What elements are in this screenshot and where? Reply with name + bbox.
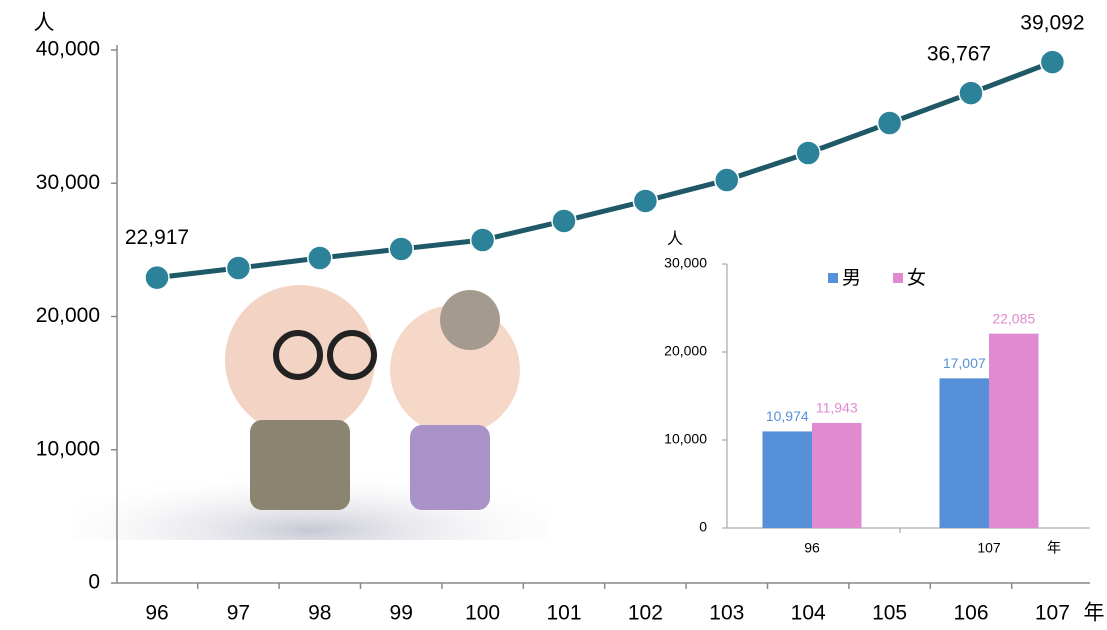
marker xyxy=(388,236,414,262)
data-label: 22,085 xyxy=(992,310,1035,326)
x-tick-label: 101 xyxy=(546,602,581,625)
bar xyxy=(989,333,1039,528)
marker xyxy=(958,80,984,106)
y-tick-label: 40,000 xyxy=(36,38,100,61)
x-tick-label: 96 xyxy=(145,602,168,625)
x-tick-label: 98 xyxy=(308,602,331,625)
y-tick-label: 30,000 xyxy=(36,171,100,194)
data-label: 39,092 xyxy=(1020,12,1084,35)
bar xyxy=(939,378,989,528)
bar xyxy=(812,422,862,528)
marker xyxy=(876,110,903,136)
data-label: 36,767 xyxy=(927,43,991,66)
x-tick-label: 107 xyxy=(977,540,1001,556)
bar xyxy=(762,431,812,528)
data-label: 22,917 xyxy=(125,226,189,249)
y-unit: 人 xyxy=(34,12,55,35)
x-tick-label: 104 xyxy=(791,602,826,625)
marker xyxy=(714,167,740,193)
x-unit: 年 xyxy=(1084,602,1105,625)
y-tick-label: 20,000 xyxy=(664,343,707,359)
y-tick-label: 10,000 xyxy=(36,437,100,460)
marker xyxy=(469,227,496,253)
data-label: 17,007 xyxy=(943,355,986,371)
x-unit: 年 xyxy=(1047,540,1061,556)
marker xyxy=(795,140,821,166)
y-tick-label: 10,000 xyxy=(664,431,707,447)
x-tick-label: 99 xyxy=(390,602,413,625)
x-tick-label: 107 xyxy=(1035,602,1070,625)
y-tick-label: 30,000 xyxy=(664,255,707,271)
marker xyxy=(144,264,170,291)
data-label: 11,943 xyxy=(816,400,858,416)
x-tick-label: 106 xyxy=(953,602,988,625)
line xyxy=(156,59,1054,281)
y-tick-label: 0 xyxy=(88,571,100,594)
marker xyxy=(307,245,333,271)
x-tick-label: 103 xyxy=(709,602,744,625)
x-tick-label: 100 xyxy=(465,602,500,625)
x-tick-label: 96 xyxy=(804,540,820,556)
marker xyxy=(225,255,252,281)
data-label: 10,974 xyxy=(766,408,809,424)
y-unit: 人 xyxy=(667,230,683,248)
marker xyxy=(1039,49,1066,75)
legend-label: 女 xyxy=(907,267,926,289)
y-tick-label: 0 xyxy=(699,519,707,535)
legend-swatch xyxy=(893,273,903,283)
y-tick-label: 20,000 xyxy=(36,304,100,327)
marker xyxy=(551,208,577,234)
legend-swatch xyxy=(828,273,838,283)
x-tick-label: 105 xyxy=(872,602,907,625)
illustration xyxy=(70,285,550,540)
legend-label: 男 xyxy=(842,268,861,289)
marker xyxy=(632,188,659,214)
x-tick-label: 102 xyxy=(628,602,663,625)
x-tick-label: 97 xyxy=(227,602,250,625)
